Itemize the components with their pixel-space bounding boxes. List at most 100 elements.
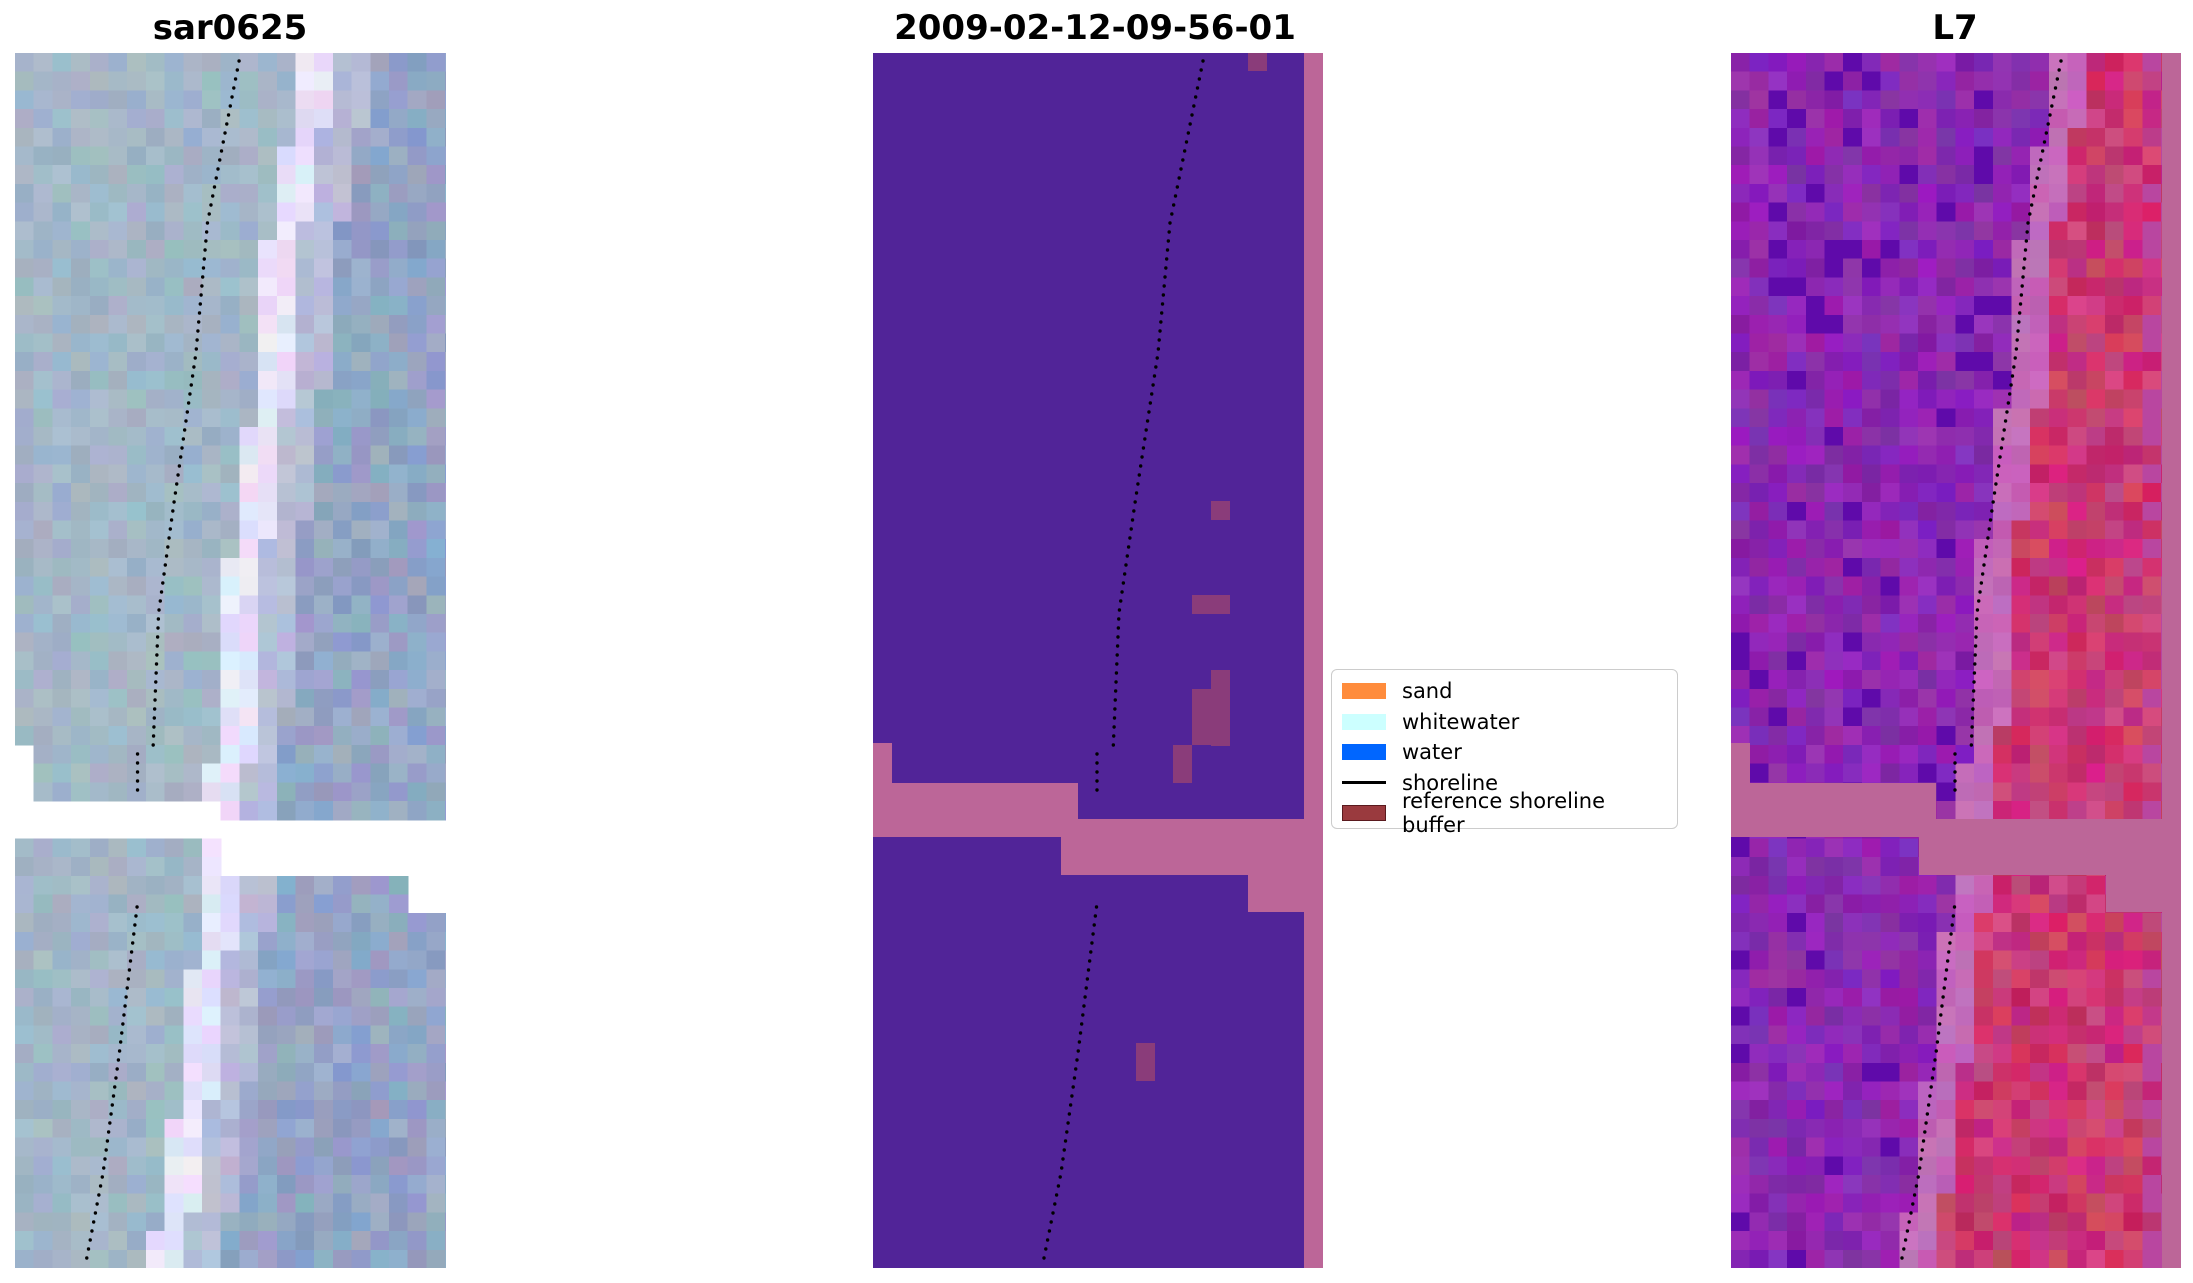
shoreline-point <box>1115 653 1119 657</box>
shoreline-point <box>1161 293 1166 297</box>
image-pixel <box>426 988 446 1008</box>
shoreline-point <box>1935 1040 1940 1044</box>
shoreline-point <box>1167 230 1171 234</box>
index-pixel <box>2030 240 2050 260</box>
image-pixel <box>220 1212 240 1232</box>
index-pixel <box>1918 969 1938 989</box>
index-pixel <box>1936 296 1956 316</box>
shoreline-point <box>203 248 207 252</box>
image-pixel <box>183 445 203 465</box>
image-pixel <box>426 539 446 559</box>
index-pixel <box>2030 1249 2050 1268</box>
index-pixel <box>2011 632 2031 652</box>
index-pixel <box>1731 520 1751 540</box>
image-pixel <box>445 539 446 559</box>
index-pixel <box>2011 539 2031 559</box>
image-pixel <box>389 595 409 615</box>
image-pixel <box>89 988 110 1008</box>
index-pixel <box>1880 333 1900 353</box>
shoreline-point <box>228 104 232 108</box>
shoreline-point <box>2020 284 2024 288</box>
index-pixel <box>1974 950 1994 970</box>
index-pixel <box>1787 296 1807 316</box>
index-pixel <box>1918 296 1938 316</box>
index-pixel <box>1918 258 1938 278</box>
image-pixel <box>370 165 390 185</box>
index-pixel <box>2086 707 2106 727</box>
image-pixel <box>295 1100 315 1120</box>
image-pixel <box>351 427 371 447</box>
image-pixel <box>389 520 409 540</box>
shoreline-point <box>1163 275 1167 279</box>
image-pixel <box>314 240 334 260</box>
image-pixel <box>445 707 446 727</box>
shoreline-point <box>1919 1157 1923 1161</box>
shoreline-point <box>2018 302 2023 306</box>
index-pixel <box>1768 389 1788 409</box>
index-pixel <box>1768 707 1788 727</box>
image-pixel <box>258 988 278 1008</box>
image-pixel <box>89 1137 110 1157</box>
image-pixel <box>71 1249 91 1268</box>
index-image-pixels <box>1731 53 2181 1268</box>
index-pixel <box>1974 333 1994 353</box>
image-pixel <box>258 333 278 353</box>
image-pixel <box>202 520 222 540</box>
legend-label: water <box>1402 740 1462 765</box>
legend-label: sand <box>1402 679 1453 704</box>
index-pixel <box>1843 1081 1863 1101</box>
index-pixel <box>1731 632 1751 652</box>
image-pixel <box>89 370 110 391</box>
shoreline-point <box>1994 482 1998 486</box>
index-pixel <box>1899 333 1919 353</box>
l7-index-panel <box>1731 53 2181 1268</box>
index-pixel <box>1805 1100 1826 1120</box>
index-pixel <box>1880 1044 1900 1064</box>
image-pixel <box>351 389 371 409</box>
index-pixel <box>1899 1137 1919 1157</box>
index-pixel <box>2105 1025 2125 1045</box>
index-pixel <box>2030 53 2050 73</box>
image-pixel <box>202 258 222 278</box>
index-pixel <box>1899 894 1919 914</box>
index-pixel <box>1731 557 1751 578</box>
index-pixel <box>1843 1044 1863 1064</box>
image-pixel <box>389 614 409 634</box>
shoreline-point <box>1116 626 1121 630</box>
index-pixel <box>2030 90 2050 110</box>
image-pixel <box>164 875 184 896</box>
index-pixel <box>1787 557 1807 578</box>
shoreline-point <box>1903 1238 1908 1242</box>
index-pixel <box>2048 576 2069 596</box>
image-pixel <box>15 1006 35 1026</box>
image-pixel <box>127 632 147 652</box>
image-pixel <box>314 109 334 129</box>
shoreline-point <box>2039 158 2043 162</box>
index-pixel <box>1768 1081 1788 1101</box>
index-pixel <box>1992 913 2013 933</box>
image-pixel <box>426 950 446 970</box>
index-pixel <box>1768 931 1788 952</box>
image-pixel <box>426 726 446 746</box>
shoreline-point <box>124 995 128 999</box>
index-pixel <box>1861 1156 1882 1176</box>
image-pixel <box>332 258 353 278</box>
index-pixel <box>2030 1025 2050 1045</box>
index-pixel <box>2123 744 2143 765</box>
image-pixel <box>295 1231 315 1251</box>
image-pixel <box>370 389 390 409</box>
index-pixel <box>2142 127 2162 148</box>
index-pixel <box>2105 71 2125 91</box>
index-pixel <box>2086 1249 2106 1268</box>
index-pixel <box>1749 408 1769 428</box>
index-pixel <box>1843 109 1863 129</box>
image-pixel <box>295 894 315 914</box>
index-pixel <box>1805 632 1826 652</box>
index-pixel <box>2142 1006 2162 1026</box>
image-pixel <box>445 763 446 783</box>
index-pixel <box>1787 651 1807 671</box>
index-pixel <box>1787 165 1807 185</box>
shoreline-point <box>163 563 168 567</box>
shoreline-point <box>1972 671 1977 675</box>
index-pixel <box>2086 314 2106 335</box>
